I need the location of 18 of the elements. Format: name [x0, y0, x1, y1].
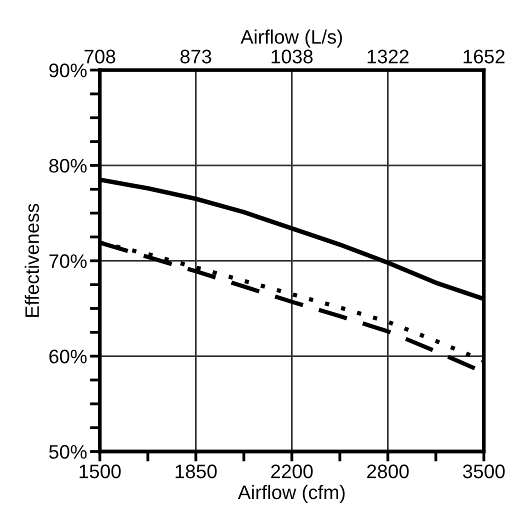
text: 1652	[464, 50, 504, 64]
text: 873	[180, 50, 212, 64]
text: 708	[84, 50, 116, 64]
text: 1038	[272, 50, 313, 64]
y-tick-label: 70%	[49, 254, 87, 268]
y-axis-title: Effectiveness	[24, 204, 40, 317]
x-tick-label: 1500	[80, 464, 121, 478]
y-tick-label: 60%	[49, 350, 87, 364]
y-tick-label: 90%	[49, 64, 87, 78]
x2-axis-title: Airflow (L/s)	[240, 30, 342, 48]
x-tick-label: 2800	[367, 464, 409, 478]
y-tick-label: 50%	[49, 445, 87, 459]
x-axis-title: Airflow (cfm)	[238, 484, 345, 504]
x-tick-label: 2200	[271, 464, 313, 478]
x-tick-label: 3500	[462, 464, 505, 478]
x-tick-label: 1850	[176, 464, 217, 478]
y-tick-label: 80%	[49, 158, 87, 173]
text: 1322	[368, 50, 408, 64]
